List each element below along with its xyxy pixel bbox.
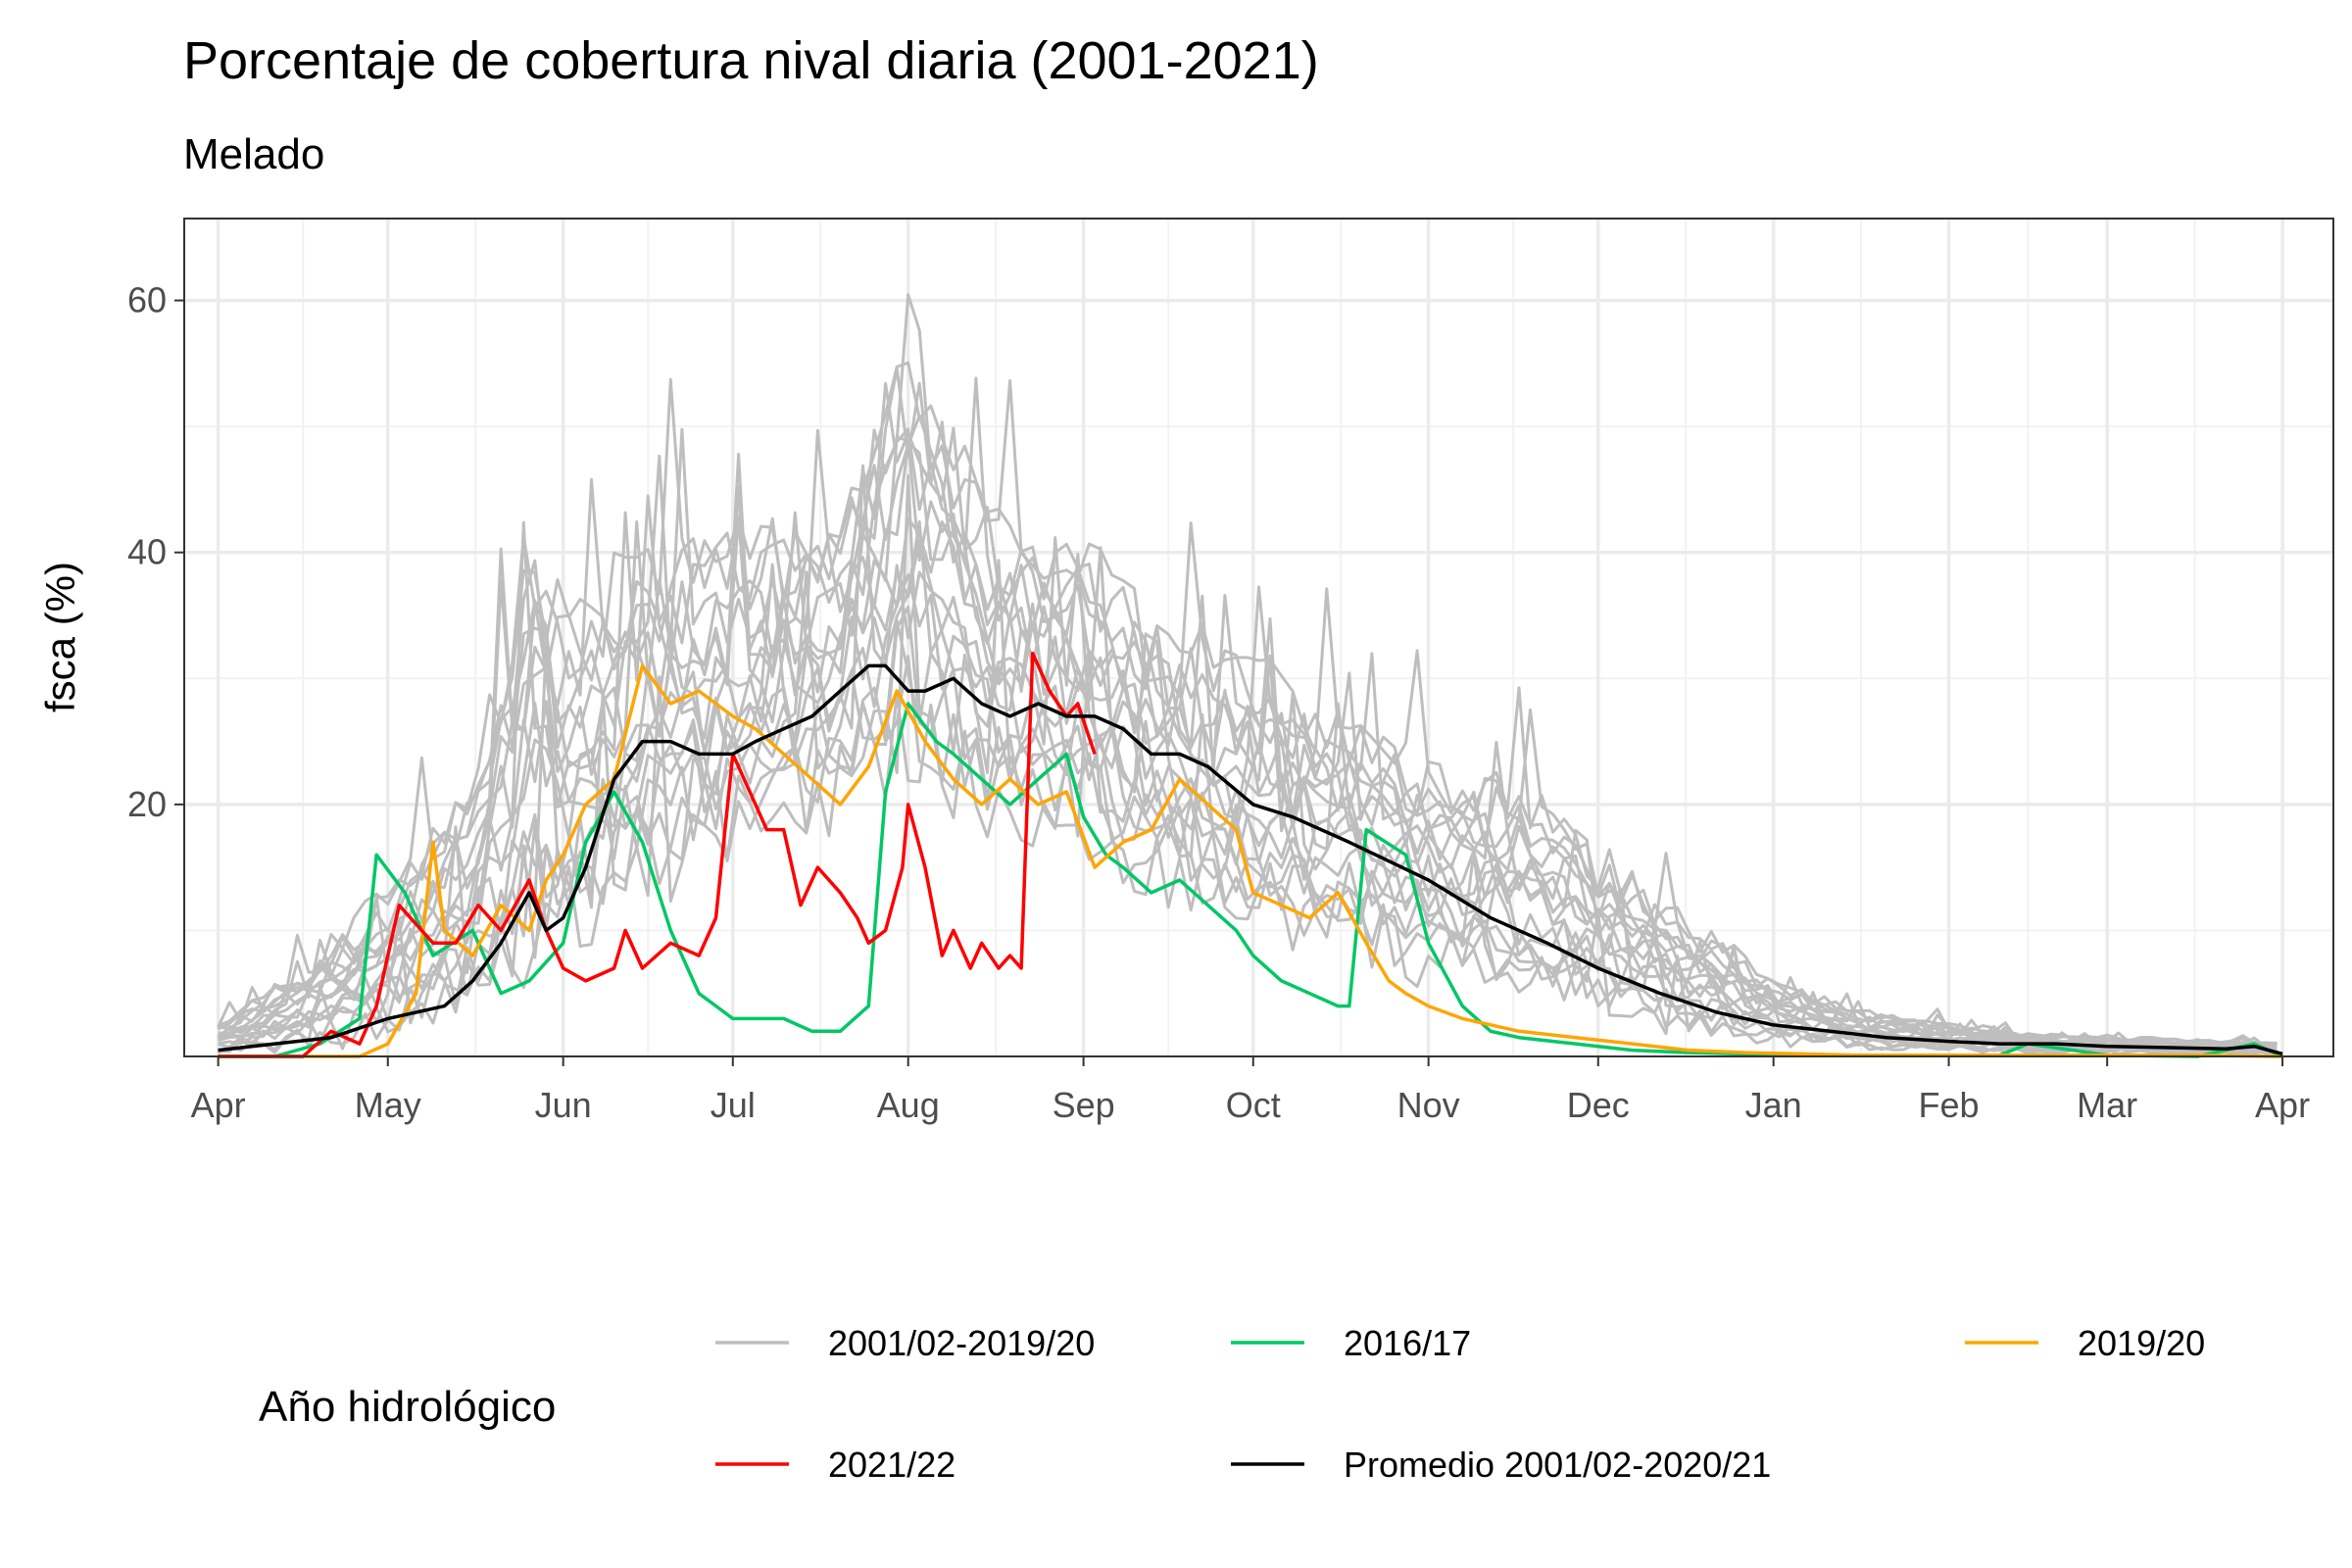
x-tick-label: Aug	[877, 1085, 940, 1125]
y-tick-label: 20	[127, 784, 167, 824]
gridlines	[184, 219, 2333, 1056]
chart-subtitle: Melado	[183, 130, 324, 178]
legend-label-2016-17: 2016/17	[1344, 1323, 1471, 1363]
x-tick-label: Mar	[2077, 1085, 2137, 1125]
x-tick-label: Jun	[535, 1085, 592, 1125]
legend-label-average: Promedio 2001/02-2020/21	[1344, 1445, 1771, 1485]
x-tick-label: Jan	[1745, 1085, 1802, 1125]
series-line-historical-year	[218, 367, 2278, 1049]
x-tick-label: Jul	[710, 1085, 756, 1125]
series-line-historical-year	[217, 381, 2278, 1047]
series-layer	[217, 293, 2283, 1058]
series-line-2019-20	[218, 663, 2283, 1058]
legend-label-2021-22: 2021/22	[828, 1445, 956, 1485]
x-tick-label: Apr	[2255, 1085, 2310, 1125]
y-tick-label: 60	[127, 280, 167, 320]
x-tick-label: Dec	[1567, 1085, 1630, 1125]
series-line-2021-22	[218, 651, 1097, 1058]
series-line-historical-year	[218, 655, 2278, 1055]
y-tick-label: 40	[127, 532, 167, 572]
chart-title: Porcentaje de cobertura nival diaria (20…	[183, 31, 1319, 90]
x-tick-label: May	[355, 1085, 421, 1125]
x-tick-label: Oct	[1226, 1085, 1281, 1125]
series-line-historical-year	[218, 559, 2278, 1054]
plot-panel	[183, 218, 2334, 1058]
x-axis: Apr May Jun Jul Aug Sep Oct Nov Dec Jan Feb Mar Apr	[191, 1056, 2310, 1125]
legend: Año hidrológico 2001/02-2019/20 2016/17 …	[259, 1323, 2205, 1485]
x-tick-label: Sep	[1053, 1085, 1115, 1125]
x-tick-label: Apr	[191, 1085, 246, 1125]
legend-label-historical: 2001/02-2019/20	[828, 1323, 1095, 1363]
legend-label-2019-20: 2019/20	[2078, 1323, 2205, 1363]
series-line-historical-year	[217, 293, 2278, 1046]
x-tick-label: Nov	[1397, 1085, 1460, 1125]
y-axis: 20 40 60	[127, 280, 184, 824]
x-tick-label: Feb	[1919, 1085, 1980, 1125]
plot-border	[183, 218, 2334, 1057]
y-axis-label: fsca (%)	[37, 562, 83, 712]
series-line-promedio-2001-02-2020-21	[218, 663, 2283, 1056]
series-line-historical-year	[217, 361, 2278, 1047]
legend-title: Año hidrológico	[259, 1383, 556, 1431]
